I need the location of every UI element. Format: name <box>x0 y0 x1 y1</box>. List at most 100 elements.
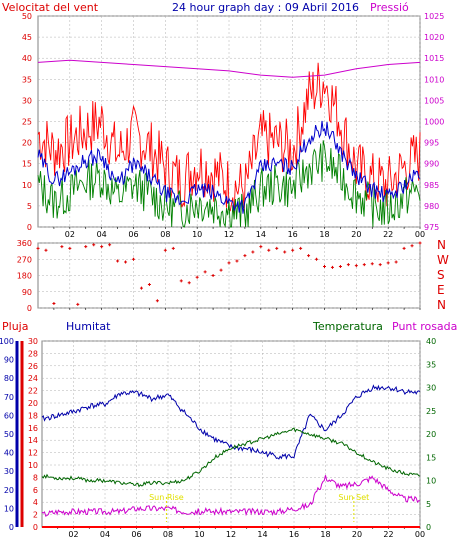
pressure-ytick-label: 980 <box>424 202 439 211</box>
graph-title: 24 hour graph day : 09 Abril 2016 <box>172 1 359 14</box>
humidity-xtick-label: 10 <box>194 530 204 539</box>
pressure-ytick-label: 1000 <box>424 118 444 127</box>
direction-point <box>378 263 382 267</box>
wind-ytick-label: 5 <box>27 202 32 211</box>
direction-point <box>299 246 303 250</box>
humidity-ytick-label: 40 <box>4 449 14 458</box>
wind-xtick-label: 10 <box>192 230 202 239</box>
direction-ytick-label: 270 <box>17 255 32 264</box>
wind-pressure-panel: 02 04 06 08 10 12 14 16 18 20 22 000510152025303540… <box>22 12 445 239</box>
humidity-xtick-label: 20 <box>352 530 362 539</box>
direction-point <box>410 244 414 248</box>
direction-point <box>36 246 40 250</box>
humidity-series <box>41 384 421 460</box>
humidity-xtick-label: 06 <box>131 530 141 539</box>
compass-n-bottom: N <box>437 298 446 312</box>
humidity-ytick-label: 30 <box>4 467 14 476</box>
direction-point <box>418 241 422 245</box>
humidity-ytick-label: 70 <box>4 393 14 402</box>
direction-point <box>370 262 374 266</box>
pressure-series <box>37 59 421 78</box>
humidity-xtick-label: 12 <box>226 530 236 539</box>
temperature-ytick-label: 20 <box>426 430 436 439</box>
humidity-temperature-panel: 02 04 06 08 10 12 14 16 18 20 22 000102030405060708… <box>0 337 436 539</box>
wind-ytick-label: 35 <box>22 75 32 84</box>
pressure-ytick-label: 985 <box>424 181 439 190</box>
temperature-ytick-label: 5 <box>426 500 431 509</box>
humidity-xtick-label: 14 <box>257 530 267 539</box>
direction-point <box>259 245 263 249</box>
humidity-label: Humitat <box>66 320 111 333</box>
temperature-ytick-label: 10 <box>426 477 436 486</box>
direction-point <box>116 259 120 263</box>
pressure-ytick-label: 1025 <box>424 12 444 21</box>
wind-series <box>37 140 421 228</box>
direction-ytick-label: 180 <box>17 272 32 281</box>
pressure-ytick-label: 975 <box>424 223 439 232</box>
dewpoint-ytick-label: 4 <box>33 498 38 507</box>
dewpoint-series <box>41 475 421 517</box>
wind-xtick-label: 06 <box>128 230 138 239</box>
wind-ytick-label: 30 <box>22 96 32 105</box>
direction-point <box>68 246 72 250</box>
direction-point <box>92 243 96 247</box>
compass-n-top: N <box>437 238 446 252</box>
direction-point <box>108 243 112 247</box>
wind-ytick-label: 25 <box>22 118 32 127</box>
direction-point <box>76 302 80 306</box>
temperature-ytick-label: 0 <box>426 523 431 532</box>
direction-ytick-label: 90 <box>22 288 32 297</box>
humidity-xtick-label: 16 <box>289 530 299 539</box>
humidity-xtick-label: 22 <box>383 530 393 539</box>
compass-s: S <box>437 268 445 282</box>
dewpoint-ytick-label: 20 <box>28 399 38 408</box>
dewpoint-ytick-label: 6 <box>33 486 38 495</box>
pressure-ytick-label: 1015 <box>424 54 444 63</box>
direction-point <box>211 274 215 277</box>
wind-xtick-label: 22 <box>383 230 393 239</box>
wind-xtick-label: 08 <box>160 230 170 239</box>
direction-point <box>52 301 56 305</box>
wind-xtick-label: 04 <box>97 230 107 239</box>
direction-point <box>235 259 239 263</box>
direction-point <box>275 246 279 250</box>
compass-w: W <box>437 253 449 267</box>
direction-ytick-label: 360 <box>17 239 32 248</box>
dewpoint-ytick-label: 30 <box>28 337 38 346</box>
humidity-ytick-label: 50 <box>4 430 14 439</box>
direction-point <box>44 248 48 252</box>
dewpoint-ytick-label: 24 <box>28 374 38 383</box>
humidity-xtick-label: 04 <box>100 530 110 539</box>
rain-label: Pluja <box>2 320 28 333</box>
direction-point <box>338 264 342 268</box>
wind-speed-label: Velocitat del vent <box>2 1 99 14</box>
humidity-ytick-label: 100 <box>0 337 14 346</box>
wind-xtick-label: 20 <box>351 230 361 239</box>
wind-xtick-label: 12 <box>224 230 234 239</box>
pressure-ytick-label: 995 <box>424 139 439 148</box>
wind-ytick-label: 45 <box>22 33 32 42</box>
direction-point <box>330 265 334 269</box>
direction-point <box>307 254 311 258</box>
compass-e: E <box>437 283 445 297</box>
direction-point <box>84 245 88 249</box>
pressure-ytick-label: 1005 <box>424 96 444 105</box>
pressure-label: Pressió <box>370 1 409 14</box>
direction-point <box>283 250 287 254</box>
humidity-ytick-label: 80 <box>4 374 14 383</box>
direction-point <box>155 299 159 303</box>
direction-point <box>179 279 183 283</box>
wind-xtick-label: 14 <box>256 230 266 239</box>
humidity-ytick-label: 60 <box>4 411 14 420</box>
dewpoint-ytick-label: 12 <box>28 449 38 458</box>
wind-xtick-label: 00 <box>415 230 425 239</box>
dewpoint-ytick-label: 22 <box>28 387 38 396</box>
wind-ytick-label: 50 <box>22 12 32 21</box>
wind-ytick-label: 15 <box>22 160 32 169</box>
humidity-xtick-label: 18 <box>320 530 330 539</box>
direction-point <box>132 257 135 261</box>
wind-xtick-label: 18 <box>319 230 329 239</box>
temperature-ytick-label: 15 <box>426 453 436 462</box>
direction-point <box>147 283 151 287</box>
